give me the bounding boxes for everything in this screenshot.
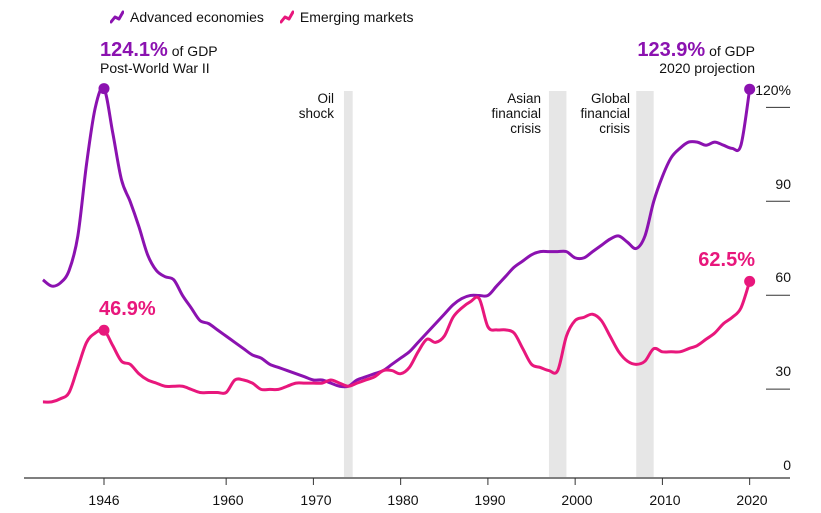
x-tick-label: 1960	[212, 492, 244, 508]
x-tick-label: 1980	[387, 492, 419, 508]
y-tick-label: 60	[775, 269, 791, 285]
shaded-period-band	[636, 91, 654, 477]
legend-item-advanced: Advanced economies	[110, 9, 264, 25]
shaded-period-band	[548, 91, 567, 477]
shaded-periods	[343, 91, 654, 477]
y-tick-label: 120%	[755, 82, 791, 98]
advanced-end-note: 2020 projection	[659, 60, 755, 76]
emerging-peak-marker	[98, 324, 110, 336]
shaded-period-band	[343, 91, 353, 477]
emerging-peak-value: 46.9%	[99, 298, 156, 320]
legend-advanced-label: Advanced economies	[130, 9, 264, 25]
shade-label-oil-shock: Oil shock	[298, 91, 334, 121]
x-tick-label: 1970	[300, 492, 332, 508]
x-tick-label: 1946	[88, 492, 120, 508]
series-markers	[98, 83, 756, 336]
advanced-end-value: 123.9%	[637, 39, 706, 61]
shade-label-asian-crisis: Asian financial crisis	[491, 91, 541, 136]
legend-advanced-icon	[110, 10, 124, 24]
advanced-peak-suffix: of GDP	[167, 43, 218, 59]
advanced-peak-note: Post-World War II	[100, 60, 210, 76]
shade-label-global-crisis: Global financial crisis	[580, 91, 630, 136]
legend-item-emerging: Emerging markets	[279, 9, 414, 25]
annotation-advanced-peak: 124.1% of GDP Post-World War II	[100, 39, 218, 77]
emerging-end-marker	[744, 275, 756, 287]
legend-emerging-label: Emerging markets	[299, 9, 414, 25]
series-line-advanced	[41, 86, 752, 389]
legend-emerging-icon	[279, 10, 294, 24]
advanced-end-suffix: of GDP	[705, 43, 755, 59]
annotation-emerging-end: 62.5%	[698, 249, 755, 271]
x-tick-label: 2010	[649, 492, 681, 508]
x-tick-label: 2000	[561, 492, 593, 508]
advanced-end-marker	[744, 83, 756, 95]
advanced-peak-marker	[98, 83, 110, 95]
y-gridlines	[766, 106, 790, 390]
y-tick-label: 30	[775, 363, 791, 379]
emerging-end-value: 62.5%	[698, 249, 755, 271]
series-lines	[41, 86, 752, 404]
x-tick-label: 1990	[474, 492, 506, 508]
y-tick-label: 0	[783, 457, 791, 473]
y-tick-label: 90	[775, 176, 791, 192]
x-tick-marks	[103, 478, 751, 485]
annotation-advanced-end: 123.9% of GDP 2020 projection	[637, 39, 755, 77]
x-tick-label: 2020	[736, 492, 768, 508]
annotation-emerging-peak: 46.9%	[99, 298, 156, 320]
series-line-emerging	[42, 280, 752, 404]
legend: Advanced economies Emerging markets	[110, 9, 413, 25]
advanced-peak-value: 124.1%	[100, 39, 168, 61]
